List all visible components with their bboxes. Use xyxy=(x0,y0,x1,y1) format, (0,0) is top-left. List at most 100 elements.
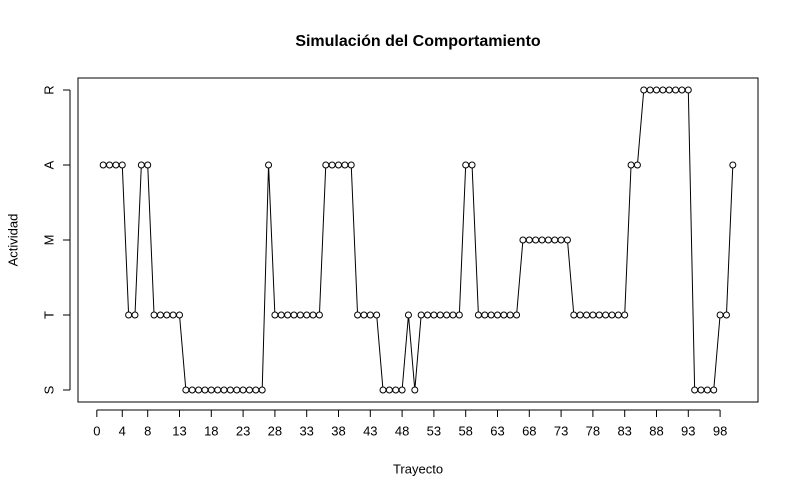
data-point xyxy=(315,311,323,319)
x-tick-label: 0 xyxy=(93,423,100,438)
data-point xyxy=(633,161,641,169)
data-point xyxy=(284,311,292,319)
data-point xyxy=(595,311,603,319)
data-point xyxy=(335,161,343,169)
x-tick-label: 98 xyxy=(713,423,727,438)
data-point xyxy=(710,386,718,394)
y-tick-label: M xyxy=(41,235,56,246)
x-tick-label: 83 xyxy=(617,423,631,438)
x-tick-label: 38 xyxy=(331,423,345,438)
data-point xyxy=(525,236,533,244)
data-point xyxy=(296,311,304,319)
data-point xyxy=(659,86,667,94)
data-point xyxy=(347,161,355,169)
data-point xyxy=(665,86,673,94)
data-point xyxy=(532,236,540,244)
data-point xyxy=(703,386,711,394)
data-point xyxy=(144,161,152,169)
data-point xyxy=(722,311,730,319)
data-point xyxy=(214,386,222,394)
y-axis-label: Actividad xyxy=(5,214,20,267)
x-tick-label: 68 xyxy=(522,423,536,438)
data-point xyxy=(443,311,451,319)
data-point xyxy=(156,311,164,319)
data-point xyxy=(627,161,635,169)
data-point xyxy=(430,311,438,319)
x-tick-label: 93 xyxy=(681,423,695,438)
data-point xyxy=(500,311,508,319)
data-point xyxy=(366,311,374,319)
x-tick-label: 73 xyxy=(554,423,568,438)
x-tick-label: 18 xyxy=(204,423,218,438)
data-point xyxy=(207,386,215,394)
data-point xyxy=(424,311,432,319)
data-point xyxy=(608,311,616,319)
data-point xyxy=(538,236,546,244)
x-axis-label: Trayecto xyxy=(393,461,443,476)
data-point xyxy=(137,161,145,169)
x-tick-label: 13 xyxy=(172,423,186,438)
data-point xyxy=(252,386,260,394)
data-point xyxy=(474,311,482,319)
data-point xyxy=(354,311,362,319)
data-point xyxy=(487,311,495,319)
x-tick-label: 4 xyxy=(119,423,126,438)
x-tick-label: 33 xyxy=(299,423,313,438)
x-tick-label: 78 xyxy=(586,423,600,438)
data-point xyxy=(328,161,336,169)
x-tick-label: 43 xyxy=(363,423,377,438)
data-point xyxy=(436,311,444,319)
data-point xyxy=(646,86,654,94)
data-point xyxy=(398,386,406,394)
x-tick-label: 48 xyxy=(395,423,409,438)
y-tick-label: T xyxy=(41,311,56,319)
data-point xyxy=(455,311,463,319)
data-point xyxy=(341,161,349,169)
data-point xyxy=(506,311,514,319)
data-point xyxy=(557,236,565,244)
data-point xyxy=(652,86,660,94)
x-tick-label: 53 xyxy=(427,423,441,438)
data-point xyxy=(576,311,584,319)
data-point xyxy=(150,311,158,319)
data-point xyxy=(182,386,190,394)
data-point xyxy=(188,386,196,394)
data-point xyxy=(684,86,692,94)
data-point xyxy=(226,386,234,394)
data-point xyxy=(481,311,489,319)
data-point xyxy=(258,386,266,394)
data-point xyxy=(697,386,705,394)
data-point xyxy=(468,161,476,169)
data-point xyxy=(271,311,279,319)
data-point xyxy=(563,236,571,244)
data-point xyxy=(462,161,470,169)
data-point xyxy=(449,311,457,319)
data-point xyxy=(195,386,203,394)
data-point xyxy=(303,311,311,319)
data-point xyxy=(220,386,228,394)
data-point xyxy=(551,236,559,244)
data-point xyxy=(265,161,273,169)
chart-title: Simulación del Comportamiento xyxy=(295,33,541,50)
data-point xyxy=(290,311,298,319)
x-tick-label: 88 xyxy=(649,423,663,438)
data-point xyxy=(513,311,521,319)
data-point xyxy=(322,161,330,169)
data-point xyxy=(621,311,629,319)
data-point xyxy=(176,311,184,319)
x-tick-label: 8 xyxy=(144,423,151,438)
data-point xyxy=(385,386,393,394)
data-point xyxy=(602,311,610,319)
data-point xyxy=(583,311,591,319)
data-point xyxy=(404,311,412,319)
y-tick-label: A xyxy=(41,160,56,169)
data-point xyxy=(544,236,552,244)
data-point xyxy=(729,161,737,169)
data-point xyxy=(112,161,120,169)
data-point xyxy=(614,311,622,319)
data-point xyxy=(570,311,578,319)
data-point xyxy=(493,311,501,319)
data-point xyxy=(519,236,527,244)
data-point xyxy=(373,311,381,319)
